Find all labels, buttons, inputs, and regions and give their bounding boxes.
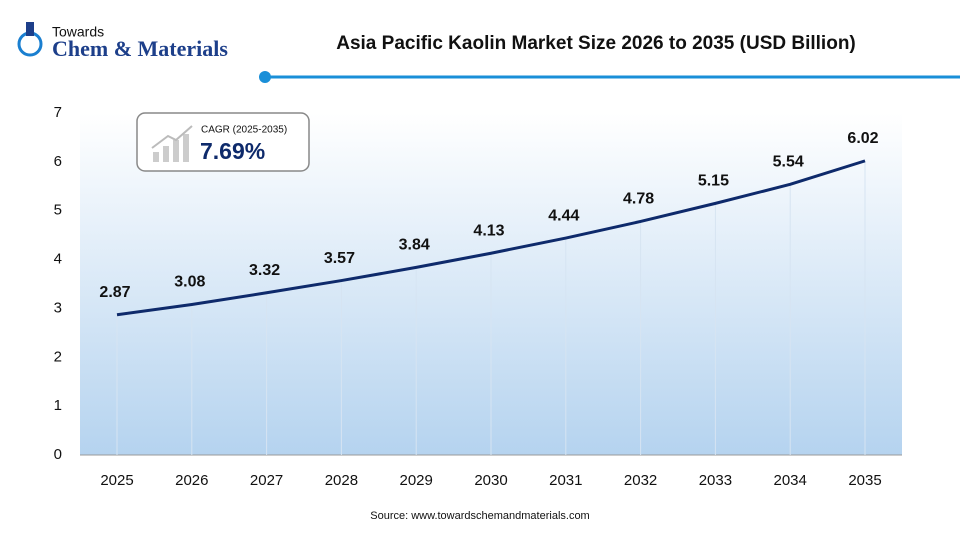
chart-title: Asia Pacific Kaolin Market Size 2026 to … [336,33,856,54]
data-label: 3.08 [174,274,205,291]
cagr-frame [136,112,310,172]
x-tick-label: 2031 [549,472,582,489]
x-tick-label: 2026 [175,472,208,489]
x-tick-label: 2027 [250,472,283,489]
data-label: 3.57 [324,250,355,267]
x-tick-label: 2033 [699,472,732,489]
data-label: 2.87 [99,284,130,301]
cagr-icon [151,125,193,149]
data-label: 4.44 [548,207,579,224]
logo-text: Chem & Materials [52,36,228,61]
logo-text: Towards [52,24,104,40]
logo-icon [26,22,34,36]
data-label: 3.84 [399,237,430,254]
data-label: 5.54 [773,154,804,171]
x-tick-label: 2035 [848,472,881,489]
y-tick-label: 2 [54,348,62,365]
y-tick-label: 5 [54,202,62,219]
header-dot [259,71,271,83]
data-label: 4.78 [623,191,654,208]
y-tick-label: 6 [54,153,62,170]
y-tick-label: 1 [54,397,62,414]
x-tick-label: 2030 [474,472,507,489]
x-tick-label: 2032 [624,472,657,489]
x-tick-label: 2025 [100,472,133,489]
cagr-value: 7.69% [200,138,265,164]
logo-icon [17,31,43,57]
cagr-icon [153,134,189,162]
x-tick-label: 2029 [400,472,433,489]
y-tick-label: 0 [54,446,62,463]
cagr-box: CAGR (2025-2035) 7.69% [136,112,310,172]
data-label: 4.13 [473,222,504,239]
plot: 0 1 2 3 4 5 6 7 2025 2026 2027 2028 2029 2030 2031 2032… [54,104,902,489]
data-label: 6.02 [847,130,878,147]
cagr-label: CAGR (2025-2035) [201,125,287,136]
line [116,159,866,317]
y-tick-label: 3 [54,299,62,316]
y-tick-label: 4 [54,251,62,268]
source: Source: www.towardschemandmaterials.com [370,510,589,522]
logo: Towards Chem & Materials [17,22,228,61]
x-tick-label: 2028 [325,472,358,489]
x-tick-label: 2034 [774,472,807,489]
data-label: 5.15 [698,173,729,190]
y-tick-label: 7 [54,104,62,121]
data-label: 3.32 [249,262,280,279]
